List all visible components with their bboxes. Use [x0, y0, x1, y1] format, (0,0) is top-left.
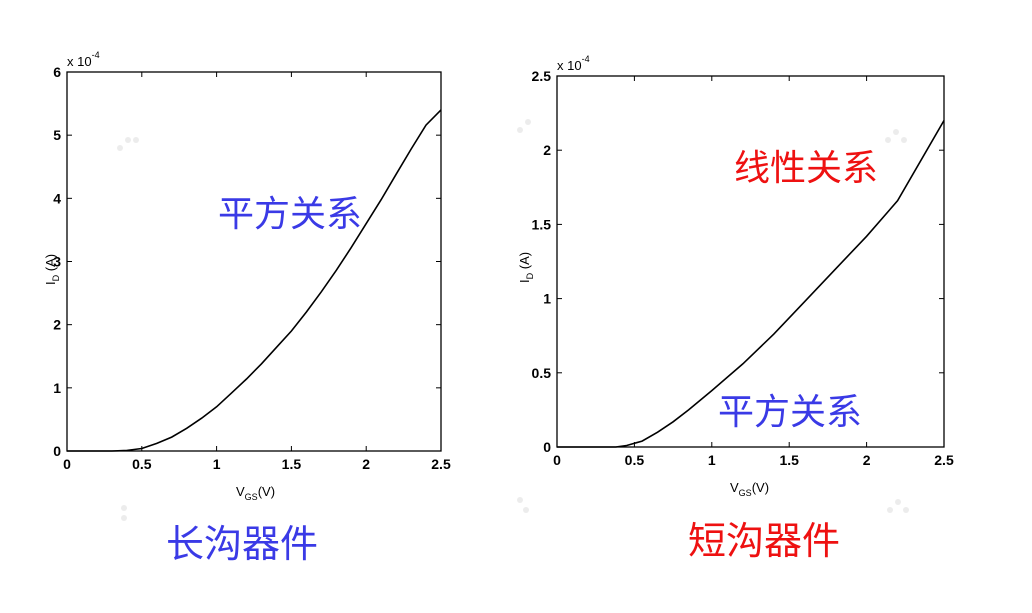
y-axis-ticks: 0 0.5 1 1.5 2 2.5: [532, 68, 944, 455]
y-exponent: x 10-4: [557, 54, 590, 73]
y-tick-label: 0: [543, 439, 551, 455]
y-tick-label: 6: [53, 64, 61, 80]
x-axis-ticks: 0 0.5 1 1.5 2 2.5: [63, 72, 451, 472]
y-tick-label: 2.5: [532, 68, 552, 84]
x-tick-label: 1.5: [282, 456, 302, 472]
x-tick-label: 2.5: [431, 456, 451, 472]
chart-long-channel: 0 0.5 1 1.5 2 2.5 0 1 2 3 4 5 6 x 10-4 ID (A) VGS(V…: [43, 50, 451, 566]
y-tick-label: 1: [543, 291, 551, 307]
x-tick-label: 0.5: [132, 456, 152, 472]
x-axis-title: VGS(V): [730, 480, 769, 498]
y-tick-label: 0.5: [532, 365, 552, 381]
x-tick-label: 1: [213, 456, 221, 472]
x-tick-label: 1.5: [779, 452, 799, 468]
caption-long-channel-device: 长沟器件: [166, 522, 318, 566]
y-tick-label: 4: [53, 190, 61, 206]
plot-area-frame: [66, 71, 442, 452]
annotation-linear-relation: 线性关系: [734, 148, 878, 189]
y-tick-label: 2: [543, 142, 551, 158]
x-tick-label: 0: [553, 452, 561, 468]
x-tick-label: 2.5: [934, 452, 954, 468]
y-tick-label: 1: [53, 380, 61, 396]
y-axis-ticks: 0 1 2 3 4 5 6: [53, 64, 441, 459]
y-axis-title: ID (A): [517, 252, 535, 283]
x-axis-title: VGS(V): [236, 484, 275, 502]
series-line-id-vs-vgs: [557, 120, 945, 448]
y-exponent: x 10-4: [67, 50, 100, 69]
y-tick-label: 1.5: [532, 216, 552, 232]
y-axis-title: ID (A): [43, 254, 61, 285]
x-tick-label: 0.5: [625, 452, 645, 468]
series-line-id-vs-vgs: [67, 109, 442, 452]
x-tick-label: 2: [863, 452, 871, 468]
plot-area-frame: [556, 75, 945, 448]
annotation-square-law: 平方关系: [218, 194, 362, 235]
x-axis-ticks: 0 0.5 1 1.5 2 2.5: [553, 76, 954, 468]
y-tick-label: 0: [53, 443, 61, 459]
x-tick-label: 0: [63, 456, 71, 472]
chart-short-channel: 0 0.5 1 1.5 2 2.5 00.511.522.5 x 10-4 ID (A) …: [517, 54, 954, 563]
x-tick-label: 1: [708, 452, 716, 468]
background-dots: [117, 119, 909, 521]
y-tick-label: 5: [53, 127, 61, 143]
annotation-square-law: 平方关系: [718, 392, 862, 433]
x-tick-label: 2: [362, 456, 370, 472]
caption-short-channel-device: 短沟器件: [688, 519, 840, 563]
y-tick-label: 2: [53, 317, 61, 333]
y-tick-label: 3: [53, 254, 61, 270]
